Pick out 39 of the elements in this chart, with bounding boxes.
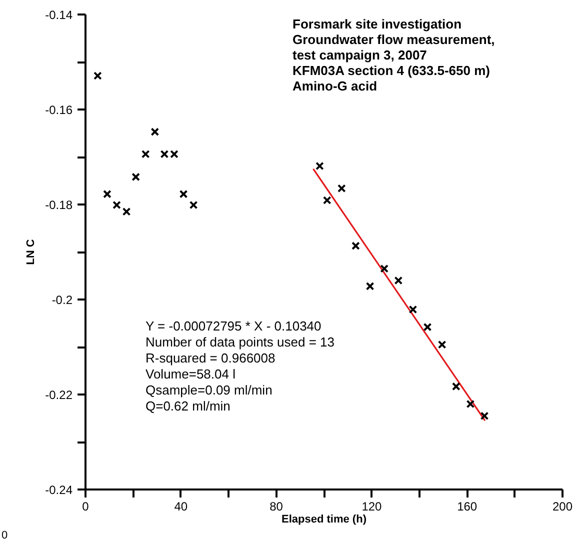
- point: [452, 382, 460, 391]
- point: [480, 412, 489, 420]
- y-tick-label: -0.14: [45, 8, 73, 22]
- x-tick-label: 160: [457, 500, 478, 514]
- y-tick-label: -0.2: [52, 293, 73, 307]
- point: [316, 162, 324, 170]
- point: [394, 276, 403, 285]
- point: [423, 322, 432, 332]
- point: [150, 128, 160, 136]
- point: [380, 264, 389, 273]
- text: 0: [2, 530, 8, 542]
- point: [322, 196, 332, 204]
- y-axis-title: LN C: [25, 239, 38, 265]
- y-tick-label: -0.22: [45, 388, 73, 402]
- point: [408, 305, 418, 314]
- x-tick-label: 120: [362, 500, 382, 514]
- x-tick-label: 0: [82, 500, 90, 514]
- point: [141, 150, 150, 158]
- point: [466, 400, 475, 408]
- x-tick-label: 200: [552, 500, 573, 514]
- point: [112, 200, 121, 210]
- text: Forsmark site investigation Groundwater flow measurement, test campaign 3, 2007 KFM03A section 4 (633.5-650 m) Amino-G acid: [292, 16, 495, 94]
- y-tick-label: -0.24: [45, 483, 73, 497]
- point: [103, 190, 112, 198]
- y-tick-label: -0.18: [45, 198, 73, 212]
- point: [352, 242, 360, 250]
- point: [189, 200, 198, 210]
- annotation: Y = -0.00072795 * X - 0.10340 Number of data points used = 13 R-squared = 0.966008 Volume=58.04 l Qsample=0.09 ml/min Q=0.62 ml/min: [146, 318, 334, 414]
- point: [438, 340, 446, 349]
- point: [337, 184, 346, 193]
- point: [122, 207, 131, 216]
- x-axis-title: Elapsed time (h): [282, 514, 367, 526]
- point: [93, 72, 102, 80]
- point: [179, 190, 188, 198]
- x-tick-label: 40: [174, 500, 188, 514]
- point: [366, 282, 374, 290]
- x-tick-label: 80: [270, 500, 284, 514]
- point: [132, 172, 140, 182]
- y-tick-label: -0.16: [45, 103, 73, 117]
